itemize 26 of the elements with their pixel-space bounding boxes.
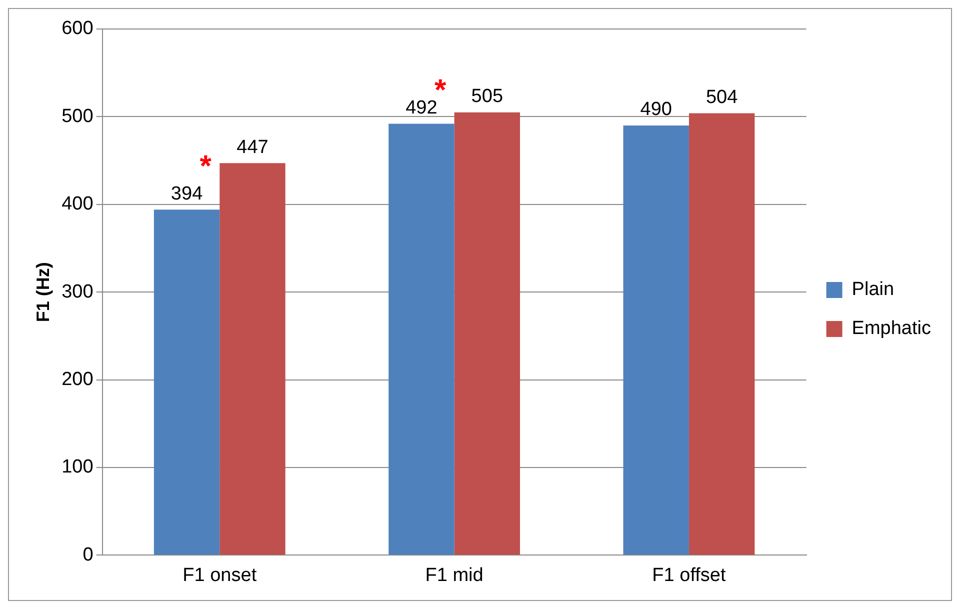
y-tick-label: 0 [82,544,94,566]
y-tick-label: 400 [62,194,94,215]
x-tick-label: F1 mid [425,564,484,586]
bar [220,163,286,555]
y-axis-title: F1 (Hz) [32,262,53,322]
data-label: 492 [406,97,438,118]
bar [154,210,220,555]
y-tick-label: 500 [62,106,94,127]
x-tick-label: F1 onset [182,564,258,586]
legend-label: Plain [852,279,894,300]
bar [388,124,454,555]
bar [454,112,520,555]
data-label: 505 [471,86,504,108]
x-tick-label: F1 offset [652,564,726,586]
y-tick-label: 300 [62,281,94,302]
bar [623,125,689,555]
y-tick-label: 600 [62,18,94,40]
legend-label: Emphatic [852,318,931,340]
bar [688,113,755,555]
data-label: 394 [170,183,204,204]
y-tick-label: 100 [62,456,94,478]
annotation: * [200,150,212,183]
y-tick-label: 200 [62,369,94,390]
data-label: 490 [640,99,672,120]
data-label: 447 [236,136,268,158]
data-label: 504 [706,86,738,108]
